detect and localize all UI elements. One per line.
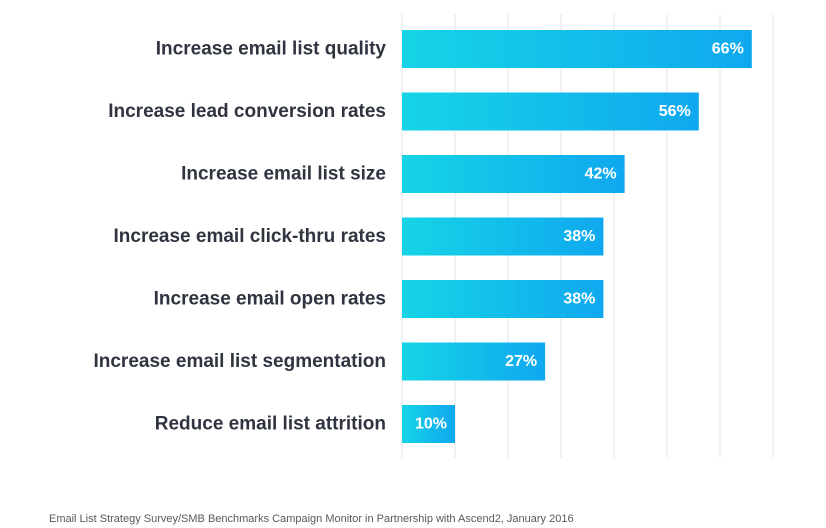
bar: [402, 217, 604, 256]
bar: [402, 92, 699, 131]
bar: [402, 30, 752, 68]
bar-value-label: 38%: [563, 291, 595, 308]
bar-value-label: 66%: [712, 41, 744, 58]
category-label: Increase email click-thru rates: [114, 226, 386, 247]
bars: 66% 56% 42% 38% 38% 27% 10%: [402, 30, 752, 443]
bar-value-label: 42%: [585, 166, 617, 183]
category-label: Increase email list segmentation: [93, 351, 386, 372]
category-label: Reduce email list attrition: [155, 414, 386, 435]
bar: [402, 280, 604, 318]
bar-value-label: 10%: [415, 416, 447, 433]
source-note: Email List Strategy Survey/SMB Benchmark…: [49, 513, 574, 525]
bar-chart: 66% 56% 42% 38% 38% 27% 10% Increase email lis…: [93, 14, 774, 458]
bar-value-label: 56%: [659, 103, 691, 120]
category-label: Increase email list size: [181, 164, 386, 185]
category-labels: Increase email list quality Increase lead…: [93, 39, 386, 435]
bar: [402, 155, 625, 193]
bar-value-label: 27%: [505, 353, 537, 370]
category-label: Increase email list quality: [156, 39, 387, 60]
category-label: Increase email open rates: [154, 289, 386, 310]
category-label: Increase lead conversion rates: [108, 101, 386, 122]
bar-value-label: 38%: [563, 228, 595, 245]
bar: [402, 405, 455, 443]
bar: [402, 342, 546, 381]
